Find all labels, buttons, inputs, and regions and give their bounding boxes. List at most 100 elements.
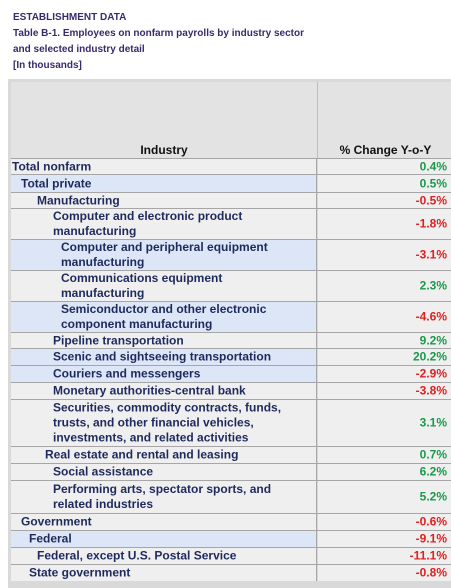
industry-cell[interactable]: Communications equipment manufacturing [11, 271, 317, 301]
industry-label: Monetary authorities-central bank [53, 383, 246, 398]
industry-cell[interactable]: Securities, commodity contracts, funds, t… [11, 400, 317, 446]
change-cell[interactable]: 3.1% [318, 400, 451, 446]
header-cell-change[interactable]: % Change Y-o-Y [318, 82, 451, 158]
industry-label: Social assistance [53, 464, 154, 479]
change-cell[interactable]: -11.1% [318, 548, 451, 564]
table-row[interactable]: Communications equipment manufacturing 2.… [11, 270, 451, 301]
change-cell[interactable]: -3.8% [318, 383, 451, 399]
industry-cell[interactable]: Manufacturing [11, 193, 317, 208]
change-value: -4.6% [415, 309, 447, 324]
change-cell[interactable]: 0.4% [318, 159, 451, 174]
table-row[interactable]: Total private 0.5% [11, 174, 451, 192]
industry-cell[interactable]: Performing arts, spectator sports, and re… [11, 481, 317, 513]
industry-label-line: Securities, commodity contracts, funds, [53, 400, 282, 415]
header-industry-label: Industry [140, 143, 188, 157]
industry-label: Federal, except U.S. Postal Service [37, 548, 237, 563]
change-value: 6.2% [419, 464, 447, 479]
industry-label: Real estate and rental and leasing [45, 447, 239, 462]
change-cell[interactable]: -0.8% [318, 565, 451, 581]
change-cell[interactable]: -3.1% [318, 240, 451, 270]
change-cell[interactable]: 9.2% [318, 333, 451, 348]
table-row[interactable]: Performing arts, spectator sports, and re… [11, 480, 451, 513]
change-value: 9.2% [419, 333, 447, 347]
industry-label: Government [21, 514, 92, 529]
table-row[interactable]: Computer and peripheral equipment manufac… [11, 239, 451, 270]
change-value: -1.8% [415, 216, 447, 231]
change-cell[interactable]: -9.1% [318, 531, 451, 547]
table-caption: ESTABLISHMENT DATA Table B-1. Employees … [13, 10, 333, 74]
industry-cell[interactable]: Real estate and rental and leasing [11, 447, 317, 463]
table-row[interactable]: State government -0.8% [11, 564, 451, 581]
change-value: -11.1% [409, 548, 447, 563]
change-cell[interactable]: 6.2% [318, 464, 451, 480]
change-cell[interactable]: -2.9% [318, 366, 451, 382]
industry-label-line: manufacturing [61, 286, 145, 300]
table-row[interactable]: Scenic and sightseeing transportation 20… [11, 348, 451, 365]
industry-cell[interactable]: Social assistance [11, 464, 317, 480]
table-row[interactable]: Computer and electronic product manufactu… [11, 208, 451, 239]
industry-cell[interactable]: Scenic and sightseeing transportation [11, 349, 317, 365]
change-cell[interactable]: 20.2% [318, 349, 451, 365]
change-value: 20.2% [412, 349, 447, 364]
spreadsheet-table: Industry % Change Y-o-Y Total nonfarm 0.… [8, 79, 451, 588]
change-value: 0.7% [419, 447, 447, 462]
industry-label: Total nonfarm [12, 159, 92, 173]
industry-cell[interactable]: Computer and electronic product manufactu… [11, 209, 317, 239]
table-row[interactable]: Federal, except U.S. Postal Service -11.… [11, 547, 451, 564]
change-value: -3.1% [415, 247, 447, 262]
industry-label: Performing arts, spectator sports, and re… [53, 482, 271, 512]
header-change-label: % Change Y-o-Y [339, 143, 432, 157]
table-row[interactable]: Monetary authorities-central bank -3.8% [11, 382, 451, 399]
change-cell[interactable]: -4.6% [318, 302, 451, 332]
industry-cell[interactable]: Federal, except U.S. Postal Service [11, 548, 317, 564]
caption-units: [In thousands] [13, 60, 82, 71]
industry-cell[interactable]: Total nonfarm [11, 159, 317, 174]
change-cell[interactable]: -0.5% [318, 193, 451, 208]
industry-cell[interactable]: Monetary authorities-central bank [11, 383, 317, 399]
caption-table-name-cont: and selected industry detail [13, 44, 145, 55]
table-row[interactable]: Manufacturing -0.5% [11, 192, 451, 208]
table-row[interactable]: Pipeline transportation 9.2% [11, 332, 451, 348]
industry-cell[interactable]: Total private [11, 175, 317, 192]
table-row[interactable]: Securities, commodity contracts, funds, t… [11, 399, 451, 446]
table-row[interactable]: Social assistance 6.2% [11, 463, 451, 480]
change-cell[interactable]: 0.5% [318, 175, 451, 192]
change-value: 0.4% [419, 159, 447, 173]
industry-label: Couriers and messengers [53, 366, 201, 381]
industry-cell[interactable]: Government [11, 514, 317, 530]
header-cell-industry[interactable]: Industry [11, 82, 318, 158]
industry-label: Computer and peripheral equipment manufac… [61, 240, 268, 270]
table-row[interactable]: Couriers and messengers -2.9% [11, 365, 451, 382]
table-row[interactable]: Real estate and rental and leasing 0.7% [11, 446, 451, 463]
industry-cell[interactable]: State government [11, 565, 317, 581]
caption-table-name: Table B-1. Employees on nonfarm payrolls… [13, 28, 304, 39]
industry-label: Pipeline transportation [53, 333, 184, 347]
change-cell[interactable]: 0.7% [318, 447, 451, 463]
industry-cell[interactable]: Federal [11, 531, 317, 547]
change-value: -0.5% [415, 193, 447, 207]
table-row[interactable]: Federal -9.1% [11, 530, 451, 547]
industry-cell[interactable]: Computer and peripheral equipment manufac… [11, 240, 317, 270]
industry-label: Securities, commodity contracts, funds, t… [53, 401, 281, 446]
industry-label-line: Semiconductor and other electronic [61, 302, 267, 316]
table-row[interactable]: Total nonfarm 0.4% [11, 158, 451, 174]
industry-label-line: Communications equipment [61, 271, 223, 285]
table-row[interactable]: Government -0.6% [11, 513, 451, 530]
change-cell[interactable]: 5.2% [318, 481, 451, 513]
industry-cell[interactable]: Semiconductor and other electronic compon… [11, 302, 317, 332]
industry-cell[interactable]: Couriers and messengers [11, 366, 317, 382]
change-value: -9.1% [415, 531, 447, 546]
change-value: -0.8% [415, 565, 447, 580]
table-row[interactable]: Semiconductor and other electronic compon… [11, 301, 451, 332]
industry-label-line: Computer and electronic product [53, 209, 243, 223]
change-value: -2.9% [415, 366, 447, 381]
change-cell[interactable]: 2.3% [318, 271, 451, 301]
industry-label: Scenic and sightseeing transportation [53, 349, 272, 364]
industry-cell[interactable]: Pipeline transportation [11, 333, 317, 348]
industry-label-line: manufacturing [53, 224, 137, 238]
change-value: -3.8% [415, 383, 447, 398]
change-cell[interactable]: -0.6% [318, 514, 451, 530]
change-cell[interactable]: -1.8% [318, 209, 451, 239]
industry-label: Manufacturing [37, 193, 120, 207]
change-value: 0.5% [419, 176, 447, 190]
